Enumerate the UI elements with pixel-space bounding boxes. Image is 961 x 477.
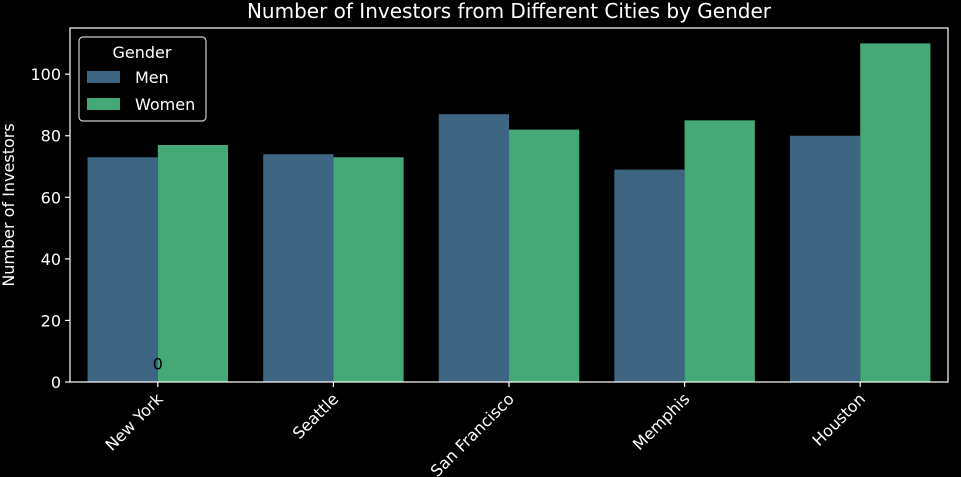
bar-men-san-francisco	[438, 114, 509, 382]
y-tick-label: 80	[41, 127, 61, 146]
y-tick-label: 60	[41, 188, 61, 207]
chart-title: Number of Investors from Different Citie…	[247, 0, 772, 23]
x-tick-label-seattle: Seattle	[289, 389, 342, 442]
legend-swatch-women	[87, 98, 120, 110]
bar-women-san-francisco	[509, 129, 580, 382]
bar-men-new-york	[87, 157, 158, 382]
x-tick-label-new-york: New York	[101, 389, 167, 455]
legend-label-women: Women	[135, 95, 195, 114]
bar-women-houston	[860, 43, 931, 383]
bar-men-seattle	[263, 154, 334, 382]
x-tick-label-memphis: Memphis	[629, 389, 694, 454]
legend-label-men: Men	[135, 68, 169, 87]
y-tick-label: 0	[51, 373, 61, 392]
plot-frame	[69, 27, 949, 383]
bars-group	[87, 43, 931, 383]
annotation-label: 0	[153, 355, 163, 374]
bar-women-seattle	[333, 157, 404, 382]
y-axis: 0 20 40 60 80 100	[30, 65, 70, 392]
legend: Gender Men Women	[78, 36, 207, 122]
x-tick-label-houston: Houston	[809, 389, 869, 449]
bar-men-memphis	[614, 169, 685, 382]
annotations-group: 0	[153, 355, 163, 374]
y-tick-label: 100	[30, 65, 61, 84]
x-axis: New York Seattle San Francisco Memphis Houst…	[101, 382, 869, 477]
x-tick-label-san-francisco: San Francisco	[427, 389, 518, 477]
legend-swatch-men	[87, 71, 120, 83]
bar-women-new-york	[157, 144, 229, 382]
y-tick-label: 40	[41, 250, 61, 269]
bar-women-memphis	[684, 120, 755, 382]
bar-men-houston	[789, 135, 861, 382]
legend-title: Gender	[113, 43, 172, 62]
y-tick-label: 20	[41, 311, 61, 330]
y-axis-label: Number of Investors	[0, 123, 18, 286]
